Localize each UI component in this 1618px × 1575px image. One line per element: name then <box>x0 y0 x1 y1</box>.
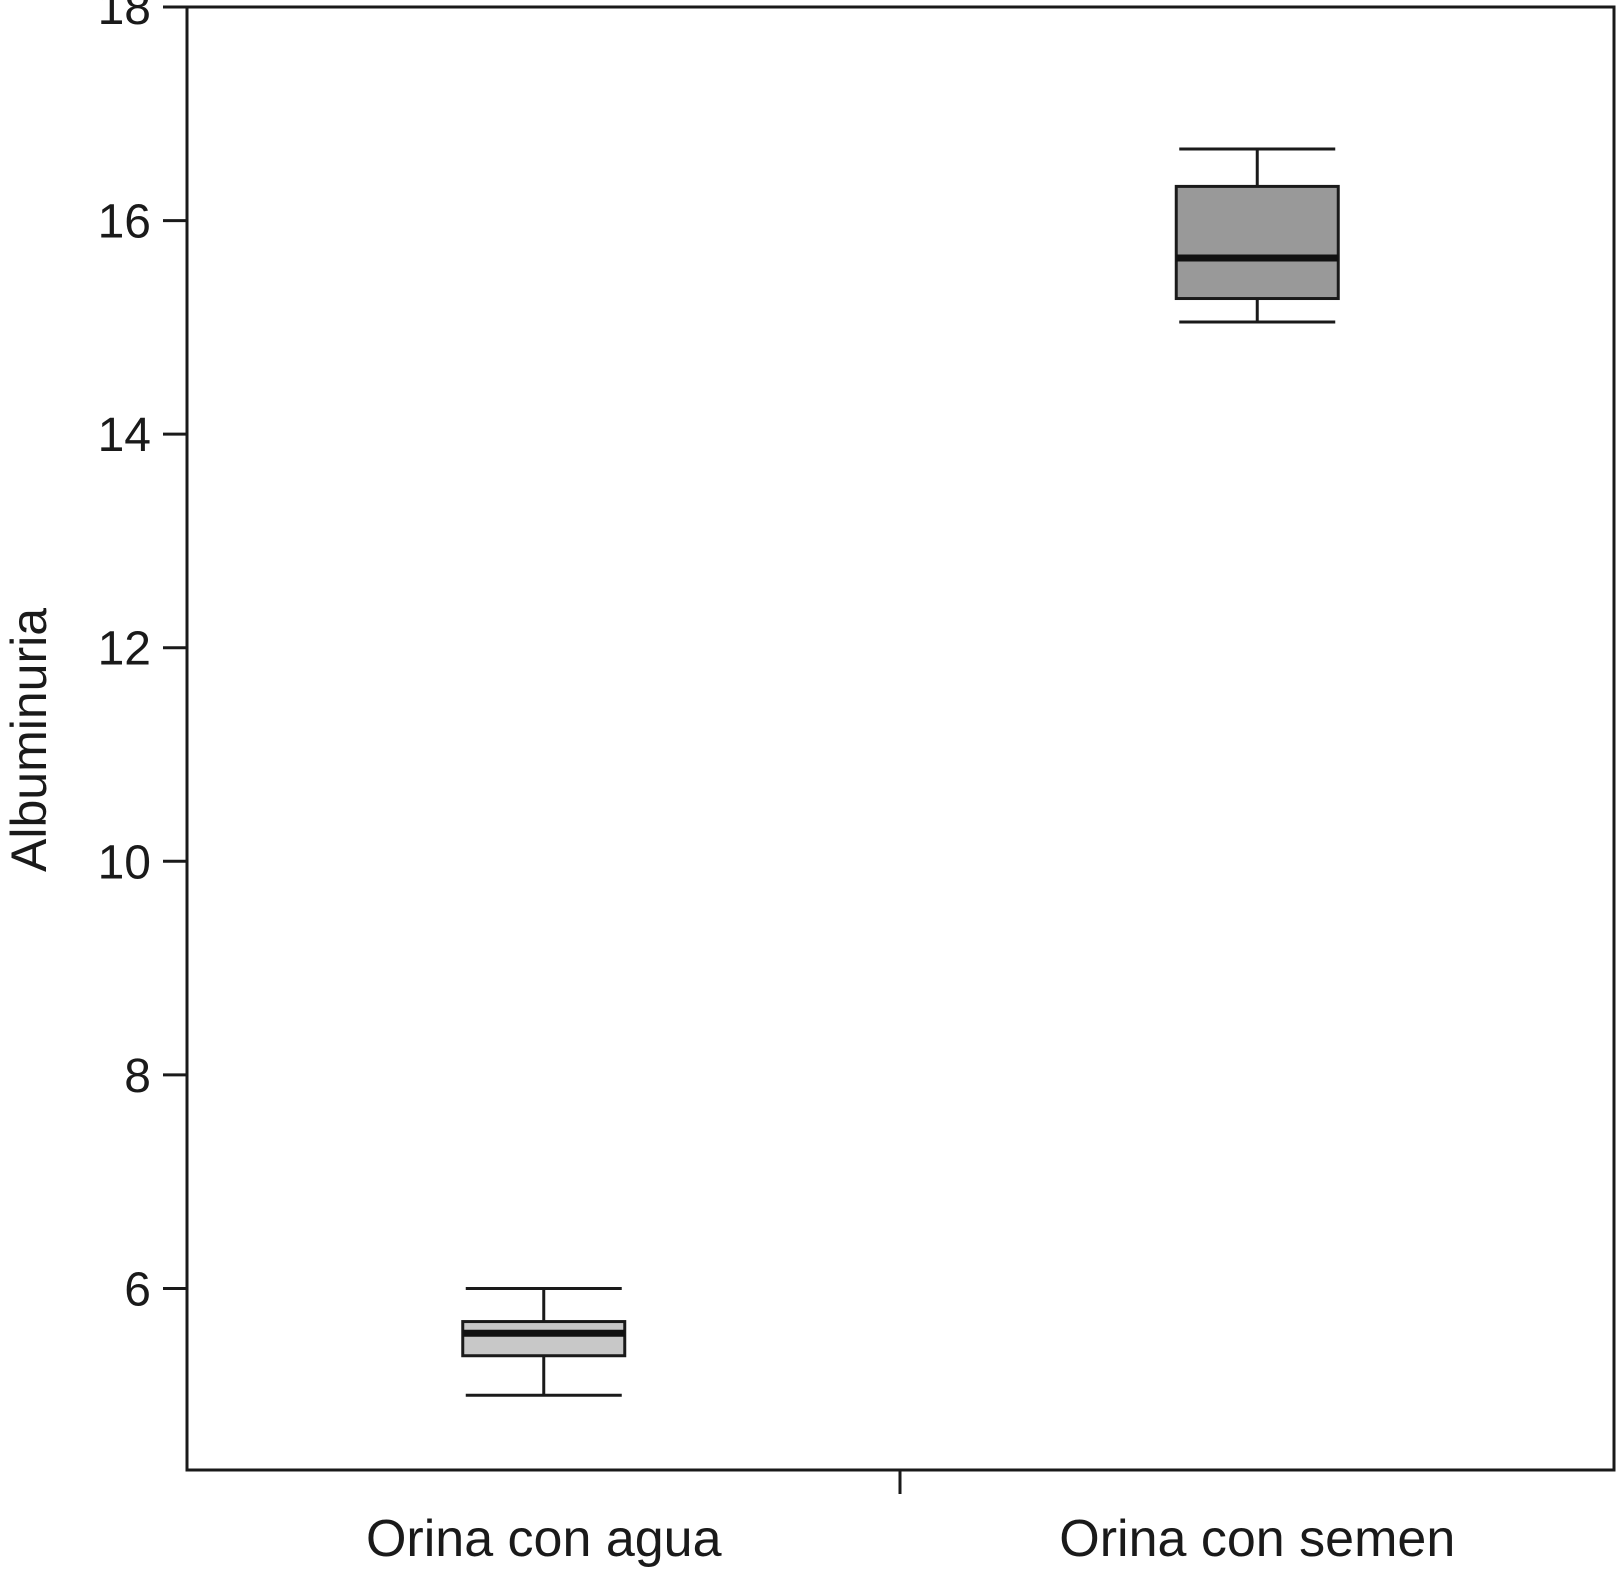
x-axis: Orina con agua Orina con semen <box>366 1470 1455 1568</box>
plot-frame <box>185 5 1616 1472</box>
y-tick-label-12: 12 <box>98 623 151 676</box>
y-axis: 6 8 10 12 14 16 18 <box>98 0 187 1316</box>
y-tick-label-16: 16 <box>98 196 151 249</box>
x-category-label-1: Orina con agua <box>366 1510 722 1568</box>
y-tick-label-14: 14 <box>98 409 151 462</box>
y-tick-label-18: 18 <box>98 0 151 35</box>
box-iqr <box>461 1320 627 1358</box>
x-category-label-2: Orina con semen <box>1059 1510 1455 1568</box>
y-tick-label-6: 6 <box>124 1263 151 1316</box>
box-iqr <box>1174 184 1340 301</box>
boxes <box>461 147 1340 1397</box>
y-axis-title: Albuminuria <box>1 608 57 872</box>
y-tick-label-8: 8 <box>124 1050 151 1103</box>
box-2 <box>1174 147 1340 324</box>
box-1 <box>461 1286 627 1397</box>
y-tick-label-10: 10 <box>98 836 151 889</box>
